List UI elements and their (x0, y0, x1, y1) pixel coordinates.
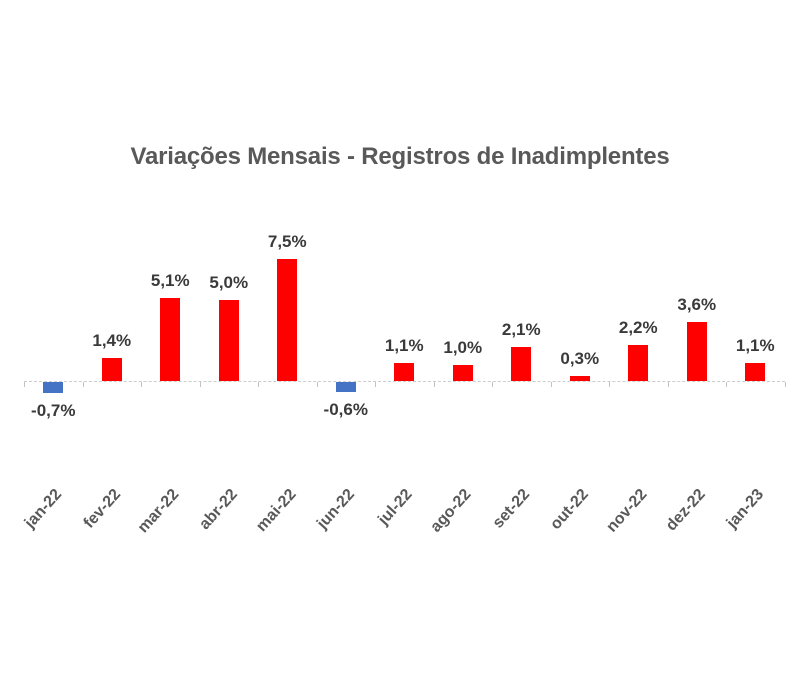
x-axis-label-out-22: out-22 (546, 485, 592, 534)
axis-tick (375, 382, 376, 387)
axis-tick (550, 382, 552, 387)
x-axis-label-ago-22: ago-22 (427, 485, 475, 536)
bar-jan-22 (43, 382, 64, 394)
x-axis-label-jan-23: jan-23 (723, 485, 768, 532)
axis-tick (82, 382, 84, 387)
x-axis-label-jan-22: jan-22 (21, 485, 66, 532)
data-label-ago-22: 1,0% (443, 337, 483, 357)
bar-nov-22 (628, 345, 649, 381)
bar-set-22 (511, 346, 532, 381)
bar-ago-22 (452, 364, 473, 381)
bar-mar-22 (160, 297, 181, 381)
bar-jan-23 (745, 363, 766, 381)
axis-tick (726, 382, 727, 387)
axis-tick (199, 382, 201, 387)
axis-tick (258, 382, 259, 387)
x-axis-label-fev-22: fev-22 (80, 485, 124, 532)
axis-tick (609, 382, 610, 387)
axis-tick (492, 382, 493, 387)
x-axis-label-jun-22: jun-22 (313, 485, 358, 533)
bar-dez-22 (686, 322, 707, 381)
data-label-mai-22: 7,5% (267, 231, 307, 251)
bar-out-22 (569, 376, 590, 381)
x-axis-line (24, 381, 785, 382)
axis-tick (784, 382, 786, 387)
bar-fev-22 (101, 358, 122, 381)
data-label-jun-22: -0,6% (323, 399, 368, 419)
data-label-dez-22: 3,6% (677, 295, 717, 315)
x-axis-label-mai-22: mai-22 (252, 485, 300, 536)
data-label-jan-22: -0,7% (31, 401, 76, 421)
data-label-abr-22: 5,0% (209, 272, 249, 292)
axis-tick (24, 382, 25, 387)
bar-jun-22 (335, 382, 356, 392)
data-label-set-22: 2,1% (501, 319, 541, 339)
bar-mai-22 (277, 258, 298, 381)
bar-jul-22 (394, 363, 415, 381)
x-axis-label-mar-22: mar-22 (134, 485, 183, 537)
data-label-fev-22: 1,4% (92, 331, 132, 351)
data-label-jan-23: 1,1% (735, 336, 775, 356)
data-label-nov-22: 2,2% (618, 318, 658, 338)
x-axis-label-set-22: set-22 (489, 485, 534, 532)
data-label-mar-22: 5,1% (150, 270, 190, 290)
bar-abr-22 (218, 299, 239, 381)
data-label-jul-22: 1,1% (384, 336, 424, 356)
data-label-out-22: 0,3% (560, 349, 600, 369)
axis-tick (667, 382, 669, 387)
axis-tick (433, 382, 435, 387)
x-axis-label-nov-22: nov-22 (603, 485, 651, 536)
x-axis-label-jul-22: jul-22 (375, 485, 417, 529)
axis-tick (141, 382, 142, 387)
x-axis-label-dez-22: dez-22 (662, 485, 709, 535)
x-axis-label-abr-22: abr-22 (195, 485, 241, 534)
axis-tick (316, 382, 318, 387)
chart-title: Variações Mensais - Registros de Inadimp… (130, 143, 670, 170)
